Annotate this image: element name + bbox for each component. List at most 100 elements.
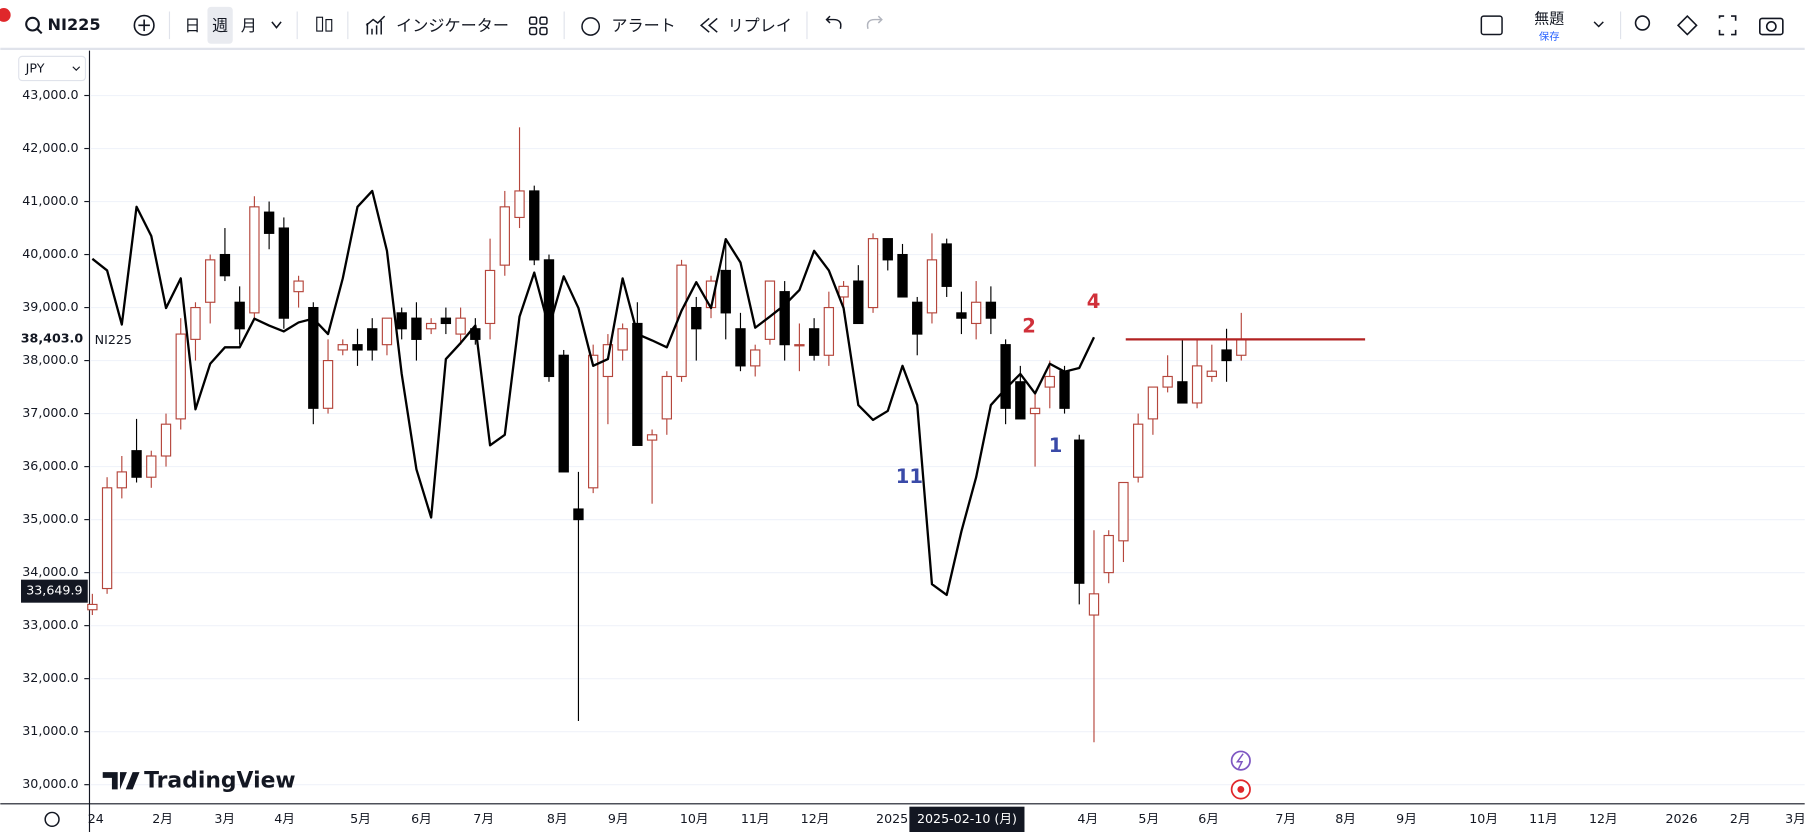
x-tick-label: 12月 [1589, 811, 1618, 826]
y-tick-label: 33,000.0 [22, 617, 78, 632]
annotation: 4 [1087, 290, 1101, 313]
badge [0, 8, 11, 22]
layout-icon[interactable] [1480, 15, 1503, 36]
replay-icon[interactable] [699, 17, 718, 33]
candle-body [1177, 381, 1188, 404]
x-tick-label: 4月 [1077, 811, 1098, 826]
candle-body [1236, 338, 1247, 356]
search-icon[interactable] [25, 16, 40, 32]
candle-body [440, 317, 452, 325]
candle-body [558, 354, 569, 473]
candle-body [764, 280, 776, 340]
candle-body [573, 508, 584, 521]
indicators-button[interactable]: インジケーター [396, 16, 509, 35]
event-icon[interactable] [1230, 750, 1251, 771]
x-tick-label: 10月 [1469, 811, 1498, 826]
x-tick-label: 6月 [411, 811, 432, 826]
crosshair-date-box [909, 806, 1025, 832]
add-symbol[interactable] [133, 14, 155, 36]
logo-mark [102, 772, 140, 790]
x-tick-label: 4月 [274, 811, 295, 826]
screenshot[interactable] [1759, 17, 1784, 36]
symbol[interactable]: NI225 [47, 15, 100, 34]
candle-body [808, 328, 820, 356]
y-tick-label: 36,000.0 [22, 458, 78, 473]
candle-body [587, 354, 599, 489]
candle-body [352, 344, 363, 351]
settings[interactable] [1676, 14, 1698, 36]
x-tick-label: 11月 [1529, 811, 1558, 826]
candle-body [293, 280, 304, 293]
candle-body [160, 423, 172, 457]
candle-body [1221, 349, 1232, 362]
candle-body [720, 269, 731, 314]
alert-icon[interactable] [581, 17, 601, 36]
alert-button[interactable]: アラート [611, 16, 675, 35]
interval-month[interactable]: 月 [241, 16, 257, 35]
candle-body [646, 434, 658, 441]
event-icon [1237, 785, 1245, 793]
undo[interactable] [825, 15, 842, 29]
candle-body [116, 471, 128, 489]
redo[interactable] [866, 15, 883, 29]
interval-week[interactable]: 週 [212, 16, 228, 35]
x-tick-label: 6月 [1198, 811, 1219, 826]
chart-type-icon[interactable] [316, 16, 324, 32]
y-tick-label: 31,000.0 [22, 723, 78, 738]
grid: 30,000.0 31,000.0 32,000.0 33,000.0 34,000.0… [22, 87, 1805, 826]
interval-day[interactable]: 日 [184, 16, 200, 35]
candle-body [985, 301, 997, 319]
layout-dropdown[interactable] [1593, 21, 1604, 28]
candle-body [1044, 375, 1055, 388]
x-tick-label: 5月 [1138, 811, 1159, 826]
crosshair-price-box [21, 579, 88, 603]
x-tick-label: 5月 [350, 811, 371, 826]
annotation: 1 [1049, 434, 1063, 457]
candle-body [1015, 381, 1026, 420]
x-tick-label: 24 [88, 811, 104, 826]
candle-body [882, 238, 893, 261]
crosshair-date-label: 2025-02-10 (月) [917, 811, 1017, 826]
currency-button[interactable] [18, 55, 87, 82]
y-tick-label: 38,000.0 [22, 352, 78, 367]
candle-body [308, 306, 319, 409]
candle-body [543, 259, 555, 378]
logo-text: TradingView [144, 768, 295, 793]
y-tick-label: 42,000.0 [22, 140, 78, 155]
quick-search[interactable] [1634, 15, 1651, 31]
annotation: 11 [896, 465, 923, 488]
currency[interactable]: JPY [25, 61, 45, 76]
candle-body [912, 301, 923, 335]
y-tick-label: 35,000.0 [22, 511, 78, 526]
fullscreen[interactable] [1718, 15, 1737, 36]
candle-body [411, 317, 422, 340]
x-tick-label: 2025 [876, 811, 908, 826]
candle-body [1147, 386, 1159, 420]
x-tick-label: 8月 [547, 811, 568, 826]
candle-body [425, 322, 437, 330]
candle-body [823, 306, 835, 356]
active-interval-bg [207, 6, 233, 44]
candle-body [484, 269, 496, 325]
x-tick-label: 2026 [1665, 811, 1697, 826]
templates-icon[interactable] [528, 16, 548, 36]
replay-button[interactable]: リプレイ [728, 16, 792, 35]
legend-label: NI225 [95, 332, 132, 347]
layout-name[interactable]: 無題 [1534, 10, 1564, 28]
candle-body [794, 344, 805, 347]
interval-dropdown[interactable] [271, 21, 282, 29]
candle-body [1000, 344, 1011, 409]
x-tick-label: 7月 [1275, 811, 1296, 826]
candle-body [367, 328, 378, 351]
indicators-icon[interactable] [365, 15, 386, 35]
screenshot [1765, 21, 1777, 32]
candle-body [263, 211, 275, 234]
candle-body [499, 206, 510, 266]
axis-settings[interactable] [44, 811, 60, 827]
candle-body [396, 312, 407, 330]
candle-body [514, 190, 525, 219]
last-price-label: 38,403.0 [21, 331, 84, 346]
annotation: 2 [1022, 314, 1036, 337]
y-tick-label: 37,000.0 [22, 405, 78, 420]
